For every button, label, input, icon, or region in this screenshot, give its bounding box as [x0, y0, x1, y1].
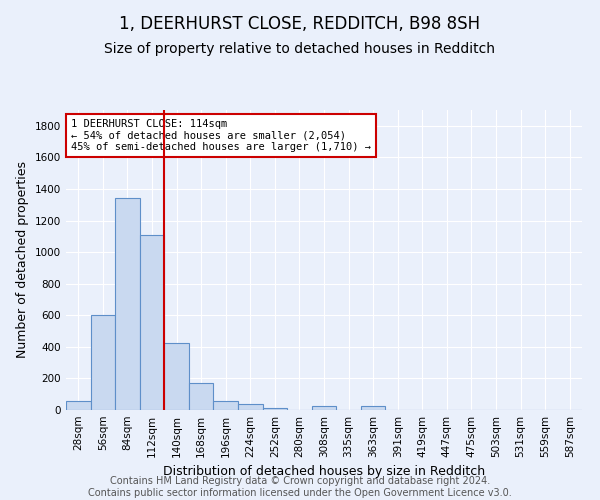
Bar — [164, 343, 189, 410]
Bar — [115, 198, 140, 410]
Y-axis label: Number of detached properties: Number of detached properties — [16, 162, 29, 358]
X-axis label: Distribution of detached houses by size in Redditch: Distribution of detached houses by size … — [163, 466, 485, 478]
Bar — [140, 234, 164, 410]
Bar — [91, 316, 115, 410]
Bar — [263, 408, 287, 410]
Text: Size of property relative to detached houses in Redditch: Size of property relative to detached ho… — [104, 42, 496, 56]
Bar — [312, 406, 336, 410]
Text: 1, DEERHURST CLOSE, REDDITCH, B98 8SH: 1, DEERHURST CLOSE, REDDITCH, B98 8SH — [119, 15, 481, 33]
Text: Contains HM Land Registry data © Crown copyright and database right 2024.
Contai: Contains HM Land Registry data © Crown c… — [88, 476, 512, 498]
Bar — [214, 400, 238, 410]
Bar — [361, 406, 385, 410]
Bar — [189, 383, 214, 410]
Bar — [238, 404, 263, 410]
Bar — [66, 402, 91, 410]
Text: 1 DEERHURST CLOSE: 114sqm
← 54% of detached houses are smaller (2,054)
45% of se: 1 DEERHURST CLOSE: 114sqm ← 54% of detac… — [71, 119, 371, 152]
